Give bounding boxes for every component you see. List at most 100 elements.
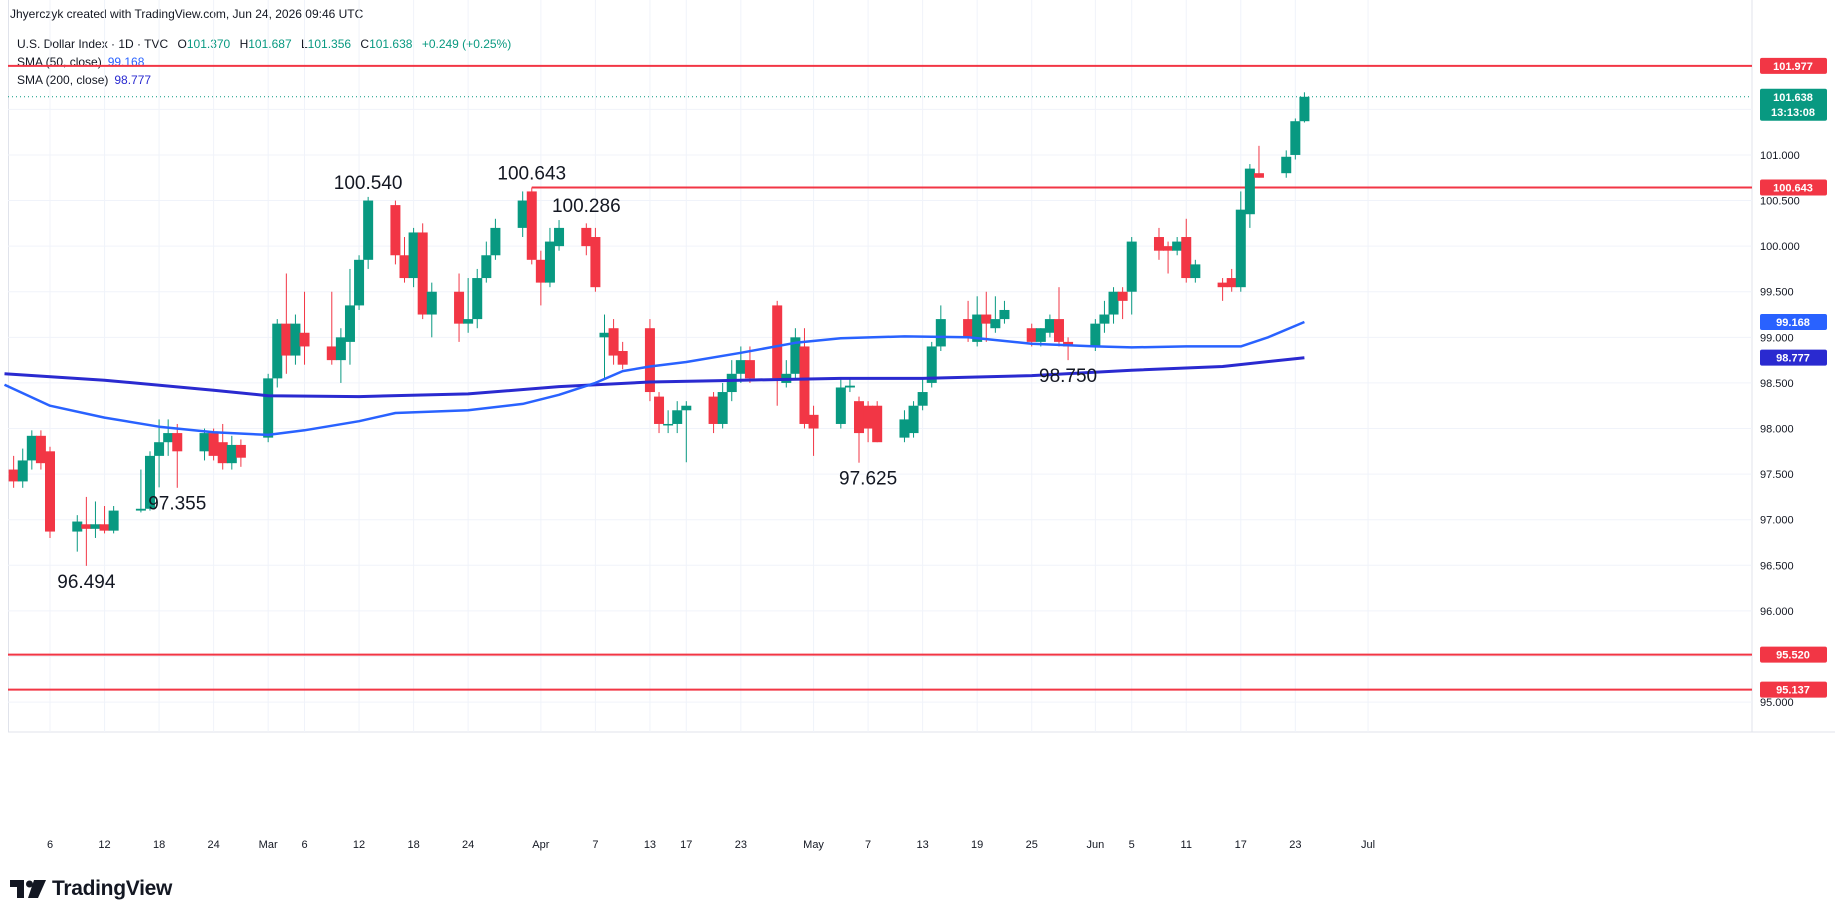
candle-body: [935, 319, 946, 347]
candle-body: [708, 396, 719, 424]
price-tick-label: 100.500: [1760, 196, 1800, 208]
candle-body: [1253, 173, 1264, 178]
candle: [472, 268, 483, 329]
candle: [1163, 241, 1174, 274]
time-tick-label: Jul: [1361, 839, 1375, 851]
candle: [544, 227, 555, 288]
time-tick-label: 12: [353, 839, 365, 851]
candle-body: [154, 442, 165, 456]
candle: [1299, 92, 1310, 123]
candle: [1244, 164, 1255, 228]
candle: [990, 296, 1001, 333]
plot-left-border: [8, 0, 9, 732]
candle: [163, 419, 174, 456]
candle: [399, 237, 410, 283]
time-tick-label: 13: [644, 839, 656, 851]
candle-body: [26, 435, 37, 461]
candle-body: [1190, 264, 1201, 279]
candle-body: [35, 435, 46, 464]
level-price-label: 100.643: [1773, 183, 1813, 195]
candle: [1253, 145, 1264, 178]
last-price-label: 101.638: [1773, 92, 1813, 104]
time-tick-label: 13: [917, 839, 929, 851]
candle-body: [990, 319, 1001, 329]
candle-body: [1035, 328, 1046, 342]
countdown-label: 13:13:08: [1771, 107, 1815, 119]
sma200-label[interactable]: SMA (200, close): [17, 73, 109, 87]
candle: [1172, 237, 1183, 256]
open-key: O: [177, 37, 187, 51]
moving-averages: [3, 320, 1305, 437]
candle: [1099, 300, 1110, 333]
time-tick-label: 6: [301, 839, 307, 851]
candle-body: [172, 433, 183, 452]
candle-body: [90, 524, 101, 529]
candle: [344, 268, 355, 365]
candle-body: [481, 255, 492, 279]
level-price-label: 95.520: [1776, 650, 1810, 662]
price-tick-label: 95.000: [1760, 697, 1794, 709]
candle-body: [326, 346, 337, 361]
candle-body: [917, 392, 928, 406]
time-tick-label: 18: [153, 839, 165, 851]
time-axis[interactable]: 6 12 18 24 Mar 6 12 18 24 Apr 7 13 17 23 May 7 13 19 25 Jun…: [47, 839, 1375, 851]
level-price-tag: [1760, 681, 1827, 698]
candle: [590, 227, 601, 292]
sma200-line: [4, 356, 1305, 399]
candle-body: [1126, 241, 1137, 292]
candle-body: [281, 323, 292, 356]
candle-body: [963, 319, 974, 338]
level-price-tag: [1760, 179, 1827, 196]
high-key: H: [239, 37, 249, 51]
high-value: 101.687: [248, 37, 292, 51]
chart-legend: U.S. Dollar Index · 1D · TVC O101.370 H1…: [17, 35, 511, 89]
candle: [1126, 237, 1137, 315]
candle: [390, 200, 401, 265]
candle-body: [872, 405, 883, 443]
candle: [917, 378, 928, 411]
candle: [1190, 259, 1201, 283]
candle-body: [544, 241, 555, 283]
candle-body: [1217, 282, 1228, 288]
candle: [335, 328, 346, 383]
candle: [617, 341, 628, 370]
candle-body: [463, 319, 474, 324]
time-tick-label: 17: [680, 839, 692, 851]
candle: [608, 319, 619, 365]
candle-body: [1153, 237, 1164, 251]
candle: [808, 405, 819, 456]
candle-body: [299, 332, 310, 347]
candle: [872, 401, 883, 443]
candle-body: [199, 433, 210, 452]
candle: [17, 448, 28, 488]
price-annotation: 97.355: [148, 493, 206, 514]
time-tick-label: 6: [47, 839, 53, 851]
candle-body: [1299, 96, 1310, 122]
candle: [1063, 337, 1074, 361]
candle: [1217, 278, 1228, 301]
price-tick-label: 97.500: [1760, 469, 1794, 481]
symbol-name[interactable]: U.S. Dollar Index · 1D · TVC: [17, 37, 169, 51]
candle: [281, 273, 292, 374]
legend-symbol-row[interactable]: U.S. Dollar Index · 1D · TVC O101.370 H1…: [17, 35, 511, 53]
horizontal-levels: [8, 64, 1752, 691]
candle-body: [590, 237, 601, 288]
price-axis[interactable]: 95.00095.50096.00096.50097.00097.50098.0…: [1760, 57, 1827, 709]
candle: [963, 300, 974, 342]
level-price-tag: [1760, 646, 1827, 663]
legend-sma200-row[interactable]: SMA (200, close) 98.777: [17, 71, 511, 89]
candle: [1053, 287, 1064, 347]
price-tick-label: 96.500: [1760, 560, 1794, 572]
candle: [226, 435, 237, 470]
candle-body: [808, 414, 819, 429]
candle-body: [672, 410, 683, 424]
candle-body: [1026, 328, 1037, 342]
tradingview-logo[interactable]: TradingView: [10, 877, 172, 901]
chart-attribution: Jhyerczyk created with TradingView.com, …: [10, 7, 364, 21]
candle-body: [8, 469, 19, 482]
candle-body: [926, 346, 937, 383]
candle-body: [854, 401, 865, 434]
candle-body: [144, 455, 155, 509]
candle-body: [1099, 314, 1110, 324]
